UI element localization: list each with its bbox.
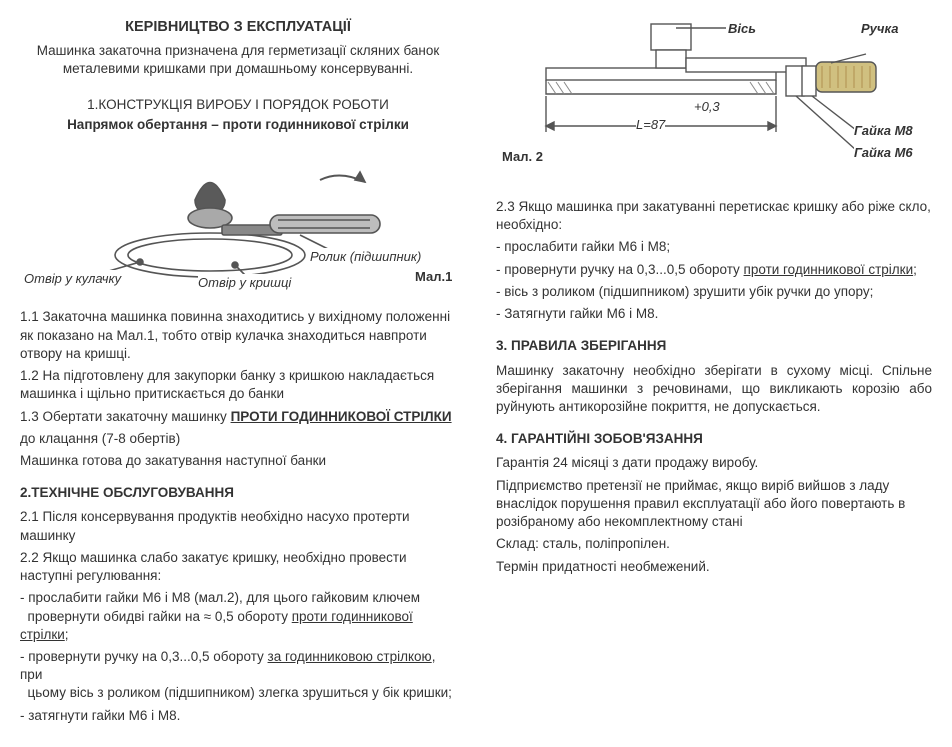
bullet-2-3-1: - прослабити гайки М6 і М8; [496, 238, 932, 256]
section-3-title: 3. ПРАВИЛА ЗБЕРІГАННЯ [496, 337, 932, 355]
section-3-body: Машинку закаточну необхідно зберігати в … [496, 362, 932, 417]
doc-title: КЕРІВНИЦТВО З ЕКСПЛУАТАЦІЇ [20, 18, 456, 38]
fig2-label-m8: Гайка М8 [854, 122, 913, 140]
bullet-2-3-2a: - провернути ручку на 0,3...0,5 обороту [496, 262, 744, 277]
figure-2: Вісь Ручка Гайка М8 Гайка М6 +0,3 L=87 М… [496, 18, 932, 188]
bullet-2-3-4: - Затягнути гайки М6 і М8. [496, 305, 932, 323]
fig2-label-m6: Гайка М6 [854, 144, 913, 162]
para-2-2: 2.2 Якщо машинка слабо закатує кришку, н… [20, 549, 456, 585]
para-1-2: 1.2 На підготовлену для закупорки банку … [20, 367, 456, 403]
para-1-3-c: до клацання (7-8 обертів) [20, 430, 456, 448]
bullet-2-3-2b: проти годинникової стрілки [744, 262, 914, 277]
bullet-2-2-2: - провернути ручку на 0,3...0,5 обороту … [20, 648, 456, 703]
intro-line-1: Машинка закаточна призначена для гермети… [37, 43, 440, 58]
fig2-dim-length: L=87 [636, 116, 665, 134]
bullet-2-2-3: - затягнути гайки М6 і М8. [20, 707, 456, 725]
bullet-2-2-2b: за годинниковою стрілкою [268, 649, 432, 664]
bullet-2-3-3: - вісь з роликом (підшипником) зрушити у… [496, 283, 932, 301]
fig2-label-handle: Ручка [861, 20, 898, 38]
section-4-p1: Гарантія 24 місяці з дати продажу виробу… [496, 454, 932, 472]
fig2-caption: Мал. 2 [502, 148, 543, 166]
fig1-label-lid-hole: Отвір у кришці [198, 274, 291, 292]
bullet-2-3-2c: ; [913, 262, 917, 277]
left-column: КЕРІВНИЦТВО З ЕКСПЛУАТАЦІЇ Машинка закат… [20, 18, 456, 729]
bullet-2-2-2d: цьому вісь з роликом (підшипником) злегк… [28, 685, 452, 700]
bullet-2-2-2a: - провернути ручку на 0,3...0,5 обороту [20, 649, 268, 664]
bullet-2-3-2: - провернути ручку на 0,3...0,5 обороту … [496, 261, 932, 279]
right-column: Вісь Ручка Гайка М8 Гайка М6 +0,3 L=87 М… [496, 18, 932, 729]
section-4-title: 4. ГАРАНТІЙНІ ЗОБОВ'ЯЗАННЯ [496, 430, 932, 448]
section-2-title: 2.ТЕХНІЧНЕ ОБСЛУГОВУВАННЯ [20, 484, 456, 502]
section-1-heading: 1.КОНСТРУКЦІЯ ВИРОБУ І ПОРЯДОК РОБОТИ [20, 96, 456, 114]
figure-1: Ролик (підшипник) Отвір у кулачку Отвір … [20, 140, 456, 300]
para-2-3-head: 2.3 Якщо машинка при закатуванні перетис… [496, 198, 932, 234]
section-1-subheading: Напрямок обертання – проти годинникової … [20, 116, 456, 134]
fig2-dim-tolerance: +0,3 [694, 98, 720, 116]
bullet-2-2-1b: провернути обидві гайки на ≈ 0,5 обороту [28, 609, 292, 624]
section-4-p2: Підприємство претензії не приймає, якщо … [496, 477, 932, 532]
two-column-layout: КЕРІВНИЦТВО З ЕКСПЛУАТАЦІЇ Машинка закат… [20, 18, 932, 729]
para-1-3-d: Машинка готова до закатування наступної … [20, 452, 456, 470]
bullet-2-2-1: - прослабити гайки М6 і М8 (мал.2), для … [20, 589, 456, 644]
intro-text: Машинка закаточна призначена для гермети… [20, 42, 456, 78]
para-2-1: 2.1 Після консервування продуктів необхі… [20, 508, 456, 544]
para-1-3: 1.3 Обертати закаточну машинку ПРОТИ ГОД… [20, 408, 456, 426]
section-4-p3: Склад: сталь, поліпропілен. [496, 535, 932, 553]
fig1-caption: Мал.1 [415, 268, 452, 286]
para-1-3-a: 1.3 Обертати закаточну машинку [20, 409, 231, 424]
para-1-1: 1.1 Закаточна машинка повинна знаходитис… [20, 308, 456, 363]
fig1-label-cam-hole: Отвір у кулачку [24, 270, 121, 288]
bullet-2-2-1a: - прослабити гайки М6 і М8 (мал.2), для … [20, 590, 420, 605]
bullet-2-2-1d: ; [65, 627, 69, 642]
para-1-3-b: ПРОТИ ГОДИННИКОВОЇ СТРІЛКИ [231, 409, 452, 424]
intro-line-2: металевими кришками при домашньому консе… [63, 61, 413, 76]
fig2-label-axis: Вісь [728, 20, 756, 38]
fig1-label-roller: Ролик (підшипник) [310, 248, 421, 266]
